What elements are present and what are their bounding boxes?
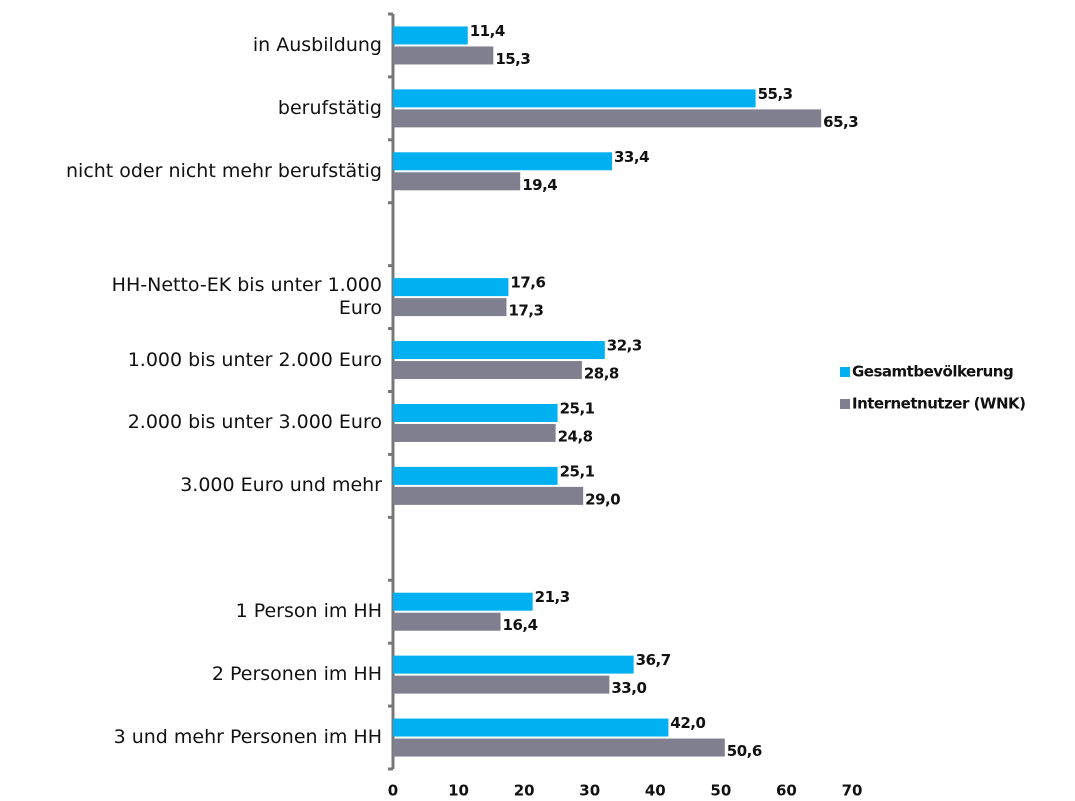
x-tick-label: 30: [579, 782, 600, 800]
value-label: 25,1: [560, 462, 595, 480]
bar: [393, 152, 613, 171]
category-label: in Ausbildung: [252, 33, 382, 56]
bar: [393, 718, 669, 737]
legend-swatch: [840, 367, 850, 377]
bar: [393, 486, 584, 505]
bar: [393, 172, 521, 191]
x-tick-label: 60: [776, 782, 797, 800]
category-label: 3 und mehr Personen im HH: [113, 726, 382, 749]
bar: [393, 423, 556, 442]
legend-swatch: [840, 399, 850, 409]
x-tick-label: 40: [645, 782, 666, 800]
value-label: 33,4: [614, 148, 649, 166]
value-label: 55,3: [758, 85, 793, 103]
value-label: 33,0: [611, 679, 646, 697]
bar: [393, 592, 533, 611]
value-label: 16,4: [503, 616, 538, 634]
value-label: 32,3: [607, 337, 642, 355]
value-label: 17,3: [508, 302, 543, 320]
x-tick-label: 50: [710, 782, 731, 800]
value-label: 29,0: [585, 490, 620, 508]
value-label: 17,6: [510, 274, 545, 292]
value-label: 36,7: [636, 651, 671, 669]
value-label: 15,3: [495, 50, 530, 68]
bar: [393, 26, 468, 45]
value-label: 21,3: [535, 588, 570, 606]
x-tick-label: 0: [388, 782, 398, 800]
category-label: 2.000 bis unter 3.000 Euro: [127, 411, 382, 434]
bar: [393, 278, 509, 297]
value-label: 25,1: [560, 399, 595, 417]
value-label: 28,8: [584, 365, 619, 383]
value-label: 65,3: [823, 113, 858, 131]
legend-label: Gesamtbevölkerung: [852, 363, 1013, 381]
legend-label: Internetnutzer (WNK): [852, 395, 1026, 413]
bar: [393, 675, 610, 694]
bar: [393, 109, 822, 128]
bar: [393, 361, 582, 380]
category-label: nicht oder nicht mehr berufstätig: [66, 159, 382, 182]
value-label: 50,6: [727, 742, 762, 760]
value-label: 42,0: [670, 714, 705, 732]
x-tick-label: 70: [842, 782, 863, 800]
bar: [393, 46, 494, 65]
category-label: 3.000 Euro und mehr: [180, 474, 382, 497]
x-tick-label: 10: [448, 782, 469, 800]
bar: [393, 298, 507, 317]
bar: [393, 403, 558, 422]
bar: [393, 341, 605, 360]
value-label: 11,4: [470, 22, 505, 40]
x-tick-label: 20: [514, 782, 535, 800]
bar: [393, 738, 725, 757]
bar: [393, 466, 558, 485]
category-label: 2 Personen im HH: [211, 663, 382, 686]
category-label: 1.000 bis unter 2.000 Euro: [127, 348, 382, 371]
value-label: 19,4: [522, 176, 557, 194]
bar: [393, 612, 501, 631]
category-label: 1 Person im HH: [235, 600, 382, 623]
category-label: berufstätig: [277, 96, 382, 119]
bar: [393, 89, 756, 108]
bar: [393, 655, 634, 674]
category-label: HH-Netto-EK bis unter 1.000 Euro: [111, 274, 382, 320]
value-label: 24,8: [558, 427, 593, 445]
